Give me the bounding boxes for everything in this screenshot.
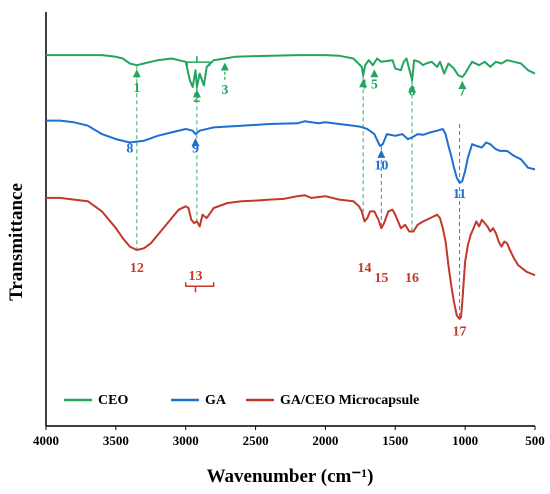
peak-label-3: 3 bbox=[221, 83, 228, 98]
spectra bbox=[46, 54, 536, 320]
x-axis-ticks: 4000 3500 3000 2500 2000 1500 1000 500 bbox=[33, 426, 545, 448]
x-tick-label: 3500 bbox=[103, 433, 129, 448]
peak-guides bbox=[136, 65, 461, 319]
peak-label-1: 1 bbox=[133, 81, 140, 96]
peak-arrow-head bbox=[192, 89, 201, 98]
peak-label-6: 6 bbox=[409, 84, 416, 99]
peak-label-11: 11 bbox=[453, 187, 466, 202]
series-line-ceo bbox=[46, 54, 536, 88]
x-tick-label: 1000 bbox=[452, 433, 478, 448]
x-tick-label: 500 bbox=[525, 433, 545, 448]
x-tick-label: 3000 bbox=[173, 433, 199, 448]
x-tick-label: 2500 bbox=[243, 433, 269, 448]
peak-bracket bbox=[186, 56, 211, 67]
peak-arrow-head bbox=[458, 80, 467, 89]
peak-label-10: 10 bbox=[374, 158, 388, 173]
peak-label-16: 16 bbox=[405, 271, 419, 286]
x-tick-label: 4000 bbox=[33, 433, 59, 448]
peak-label-15: 15 bbox=[374, 271, 388, 286]
peak-arrow-head bbox=[220, 62, 229, 71]
peak-bracket bbox=[184, 282, 215, 293]
peak-arrow-head bbox=[359, 79, 368, 88]
legend-label: GA/CEO Microcapsule bbox=[280, 393, 419, 408]
peak-label-4: 4 bbox=[360, 78, 367, 93]
peak-label-5: 5 bbox=[371, 78, 378, 93]
peak-label-7: 7 bbox=[459, 84, 466, 99]
x-tick-label: 2000 bbox=[312, 433, 338, 448]
peak-label-8: 8 bbox=[126, 142, 133, 157]
peak-label-2: 2 bbox=[193, 91, 200, 106]
peak-label-17: 17 bbox=[453, 325, 467, 340]
legend-label: CEO bbox=[98, 393, 128, 408]
x-tick-label: 1500 bbox=[382, 433, 408, 448]
peak-arrow-head bbox=[370, 69, 379, 78]
legend-label: GA bbox=[205, 393, 227, 408]
peak-label-13: 13 bbox=[188, 269, 202, 284]
peak-arrow-head bbox=[191, 138, 200, 147]
peak-arrow-head bbox=[408, 84, 417, 93]
x-axis-title: Wavenumber (cm⁻¹) bbox=[207, 466, 374, 487]
peak-label-9: 9 bbox=[192, 142, 199, 157]
chart-axes bbox=[45, 12, 535, 427]
series-line-ga bbox=[46, 119, 536, 184]
peak-arrow-head bbox=[132, 69, 141, 78]
peak-label-12: 12 bbox=[130, 261, 144, 276]
y-axis-title: Transmittance bbox=[6, 183, 27, 301]
peak-label-14: 14 bbox=[358, 261, 372, 276]
legend: CEO GA GA/CEO Microcapsule bbox=[64, 393, 419, 408]
peak-arrow-head bbox=[377, 149, 386, 158]
series-line-ga-ceo-microcapsule bbox=[46, 194, 536, 320]
